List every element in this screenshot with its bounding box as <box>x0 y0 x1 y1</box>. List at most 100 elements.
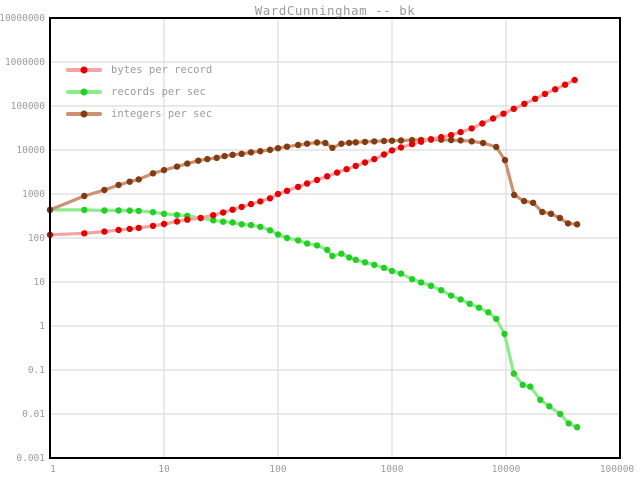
data-point <box>338 250 345 257</box>
data-point <box>274 145 282 152</box>
data-point <box>531 95 539 103</box>
data-point <box>229 206 236 213</box>
data-point <box>571 76 578 84</box>
data-point <box>322 139 329 147</box>
data-point <box>135 207 142 215</box>
data-point <box>219 218 227 225</box>
data-point <box>561 81 569 88</box>
data-point <box>126 207 133 214</box>
data-point <box>343 166 350 173</box>
legend-dot-icon <box>80 66 88 74</box>
legend-swatch-icon <box>66 88 102 96</box>
data-point <box>210 217 217 224</box>
data-point <box>229 151 236 158</box>
data-point <box>457 296 464 303</box>
data-point <box>501 330 508 338</box>
legend-swatch-icon <box>66 110 102 118</box>
data-point <box>361 259 369 266</box>
series-bytes-per-record <box>46 76 578 238</box>
data-point <box>447 292 455 299</box>
data-point <box>552 86 559 93</box>
data-point <box>438 287 445 294</box>
data-point <box>573 221 581 228</box>
legend-swatch-icon <box>66 66 102 74</box>
data-point <box>213 154 220 161</box>
data-point <box>493 143 500 151</box>
legend-item-bytes-per-record: bytes per record <box>66 59 212 81</box>
data-point <box>511 191 518 199</box>
data-point <box>274 231 282 238</box>
y-tick-label: 10000000 <box>0 13 45 24</box>
series-records-per-sec <box>46 206 581 431</box>
data-point <box>238 150 245 157</box>
data-point <box>329 252 336 260</box>
chart-title: WardCunningham -- bk <box>254 3 416 18</box>
data-point <box>489 115 497 122</box>
data-point <box>101 207 108 214</box>
data-point <box>149 170 157 177</box>
data-point <box>81 206 88 214</box>
y-tick-label: 10 <box>34 277 46 288</box>
data-point <box>501 156 509 164</box>
data-point <box>81 192 88 200</box>
x-tick-label: 1 <box>50 464 56 475</box>
data-point <box>371 155 378 163</box>
data-point <box>333 169 341 176</box>
data-point <box>427 136 435 143</box>
data-point <box>247 149 255 156</box>
data-point <box>479 139 487 147</box>
y-tick-label: 10000 <box>16 145 45 156</box>
data-point <box>195 157 202 164</box>
data-point <box>380 264 388 271</box>
data-point <box>247 221 255 229</box>
data-point <box>257 148 264 155</box>
data-point <box>115 207 122 214</box>
data-point <box>527 383 534 390</box>
legend: bytes per record records per sec integer… <box>66 59 212 125</box>
legend-dot-icon <box>80 110 88 118</box>
plot-frame <box>49 17 621 459</box>
series-line <box>48 208 579 429</box>
data-point <box>257 198 264 205</box>
data-point <box>427 282 435 289</box>
data-point <box>371 261 378 269</box>
series-line <box>48 138 579 226</box>
data-point <box>115 181 122 189</box>
data-point <box>564 220 572 227</box>
data-point <box>173 211 181 219</box>
data-point <box>510 370 517 377</box>
data-point <box>408 276 416 283</box>
data-point <box>345 254 353 261</box>
series-integers-per-sec <box>46 136 581 228</box>
data-point <box>345 139 353 146</box>
data-point <box>160 210 168 217</box>
data-point <box>329 144 336 151</box>
y-tick-label: 100000 <box>11 101 46 112</box>
data-point <box>380 137 388 145</box>
data-point <box>197 214 204 222</box>
data-point <box>388 147 396 154</box>
data-point <box>397 270 405 277</box>
data-point <box>539 208 546 216</box>
data-point <box>338 140 345 147</box>
y-tick-label: 1000000 <box>5 57 45 68</box>
data-point <box>274 190 282 198</box>
data-point <box>221 152 228 160</box>
y-tick-label: 0.001 <box>16 453 45 464</box>
data-point <box>541 90 549 98</box>
data-point <box>283 143 291 150</box>
data-point <box>361 138 369 146</box>
data-point <box>479 120 486 127</box>
data-point <box>210 212 217 219</box>
data-point <box>135 224 142 232</box>
data-point <box>388 267 396 275</box>
data-point <box>352 139 359 146</box>
data-point <box>324 246 331 253</box>
data-point <box>303 140 311 147</box>
axis-tick-labels: 10000000 1000000 100000 10000 1000 100 10 1 0.1 0… <box>0 13 634 475</box>
data-point <box>257 223 264 230</box>
data-point <box>510 105 517 113</box>
y-tick-label: 0.1 <box>28 365 45 376</box>
data-point <box>303 180 311 187</box>
data-point <box>468 125 475 132</box>
